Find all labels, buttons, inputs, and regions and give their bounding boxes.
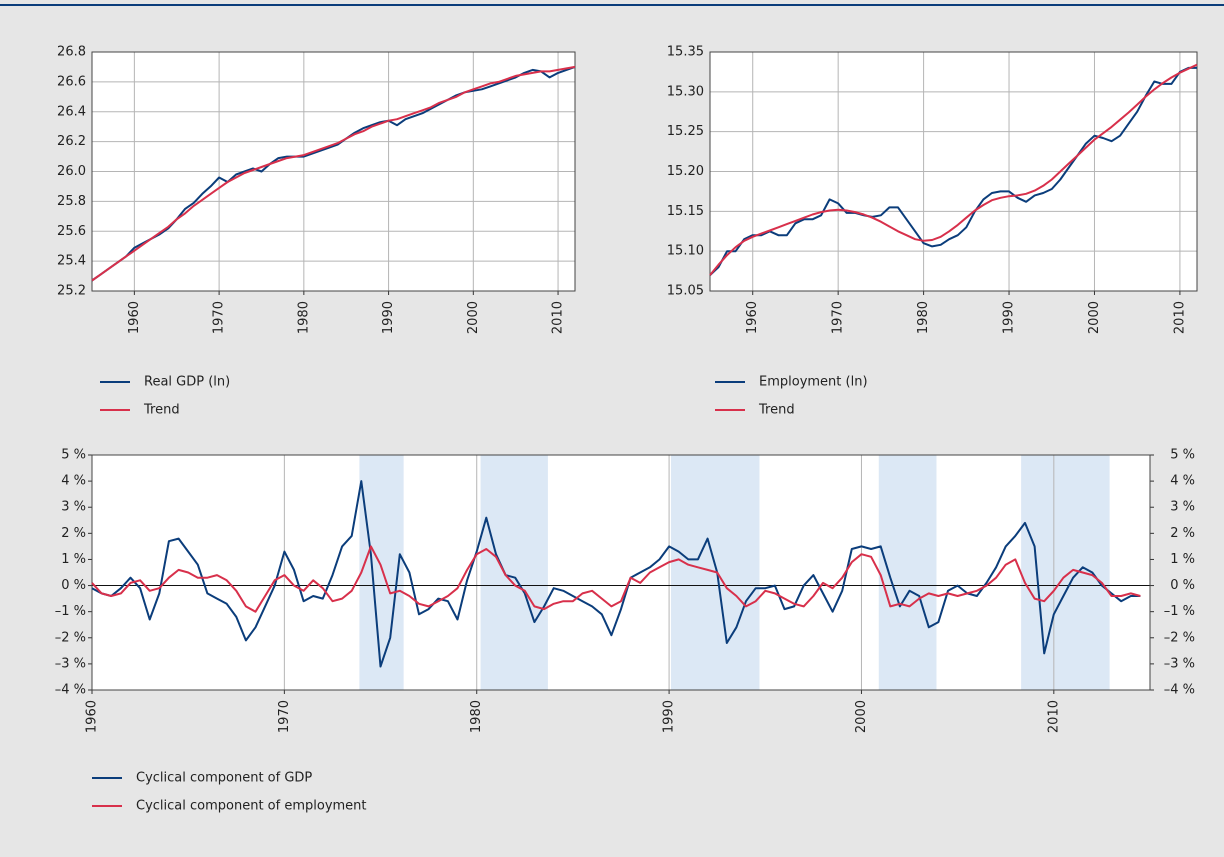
shaded-period [1021,455,1110,690]
y-tick-label: –1 % [55,604,86,619]
y-tick-label: –3 % [55,656,86,671]
x-tick-label: 2010 [551,301,566,334]
y-tick-label: 26.8 [57,45,86,60]
y-tick-label: 25.4 [57,254,86,269]
y-tick-label: 25.2 [57,284,86,299]
plot: 25.2 25.4 25.6 25.8 26.0 26.2 26.4 26.6 26.8 1960… [57,45,576,418]
plot: –4 % –3 % –2 % –1 % 0 % 1 % 2 % 3 % 4 % 5 % –4 % –3… [55,448,1195,814]
y2-tick-label: 4 % [1170,474,1195,489]
y-tick-label: 15.35 [667,45,704,60]
y2-tick-label: 2 % [1170,526,1195,541]
x-tick-label: 1990 [381,301,396,334]
shaded-period [480,455,548,690]
x-tick-label: 2000 [854,700,869,733]
x-tick-label: 1990 [662,700,677,733]
series-line [709,63,1198,276]
y2-tick-label: 1 % [1170,552,1195,567]
plot-frame [91,454,1151,691]
y-tick-label: 0 % [61,578,86,593]
x-tick-label: 1980 [916,301,931,334]
y-tick-label: 25.6 [57,224,86,239]
y2-tick-label: 3 % [1170,500,1195,515]
series-line [91,65,576,282]
series-line [709,66,1197,276]
y-tick-label: 15.25 [667,124,704,139]
y-tick-label: 5 % [61,448,86,463]
y2-tick-label: –1 % [1164,604,1195,619]
y-tick-label: 26.4 [57,104,86,119]
shaded-period [359,455,404,690]
legend-label: Real GDP (ln) [144,375,230,390]
x-tick-label: 1990 [1002,301,1017,334]
series-line [91,480,1141,668]
legend-label: Trend [143,403,180,418]
y2-tick-label: –3 % [1164,656,1195,671]
legend-label: Cyclical component of GDP [136,771,312,786]
plot-frame [709,51,1198,292]
y-tick-label: 4 % [61,474,86,489]
x-tick-label: 1980 [296,301,311,334]
x-tick-label: 1980 [469,700,484,733]
y2-tick-label: –4 % [1164,683,1195,698]
y-tick-label: 26.0 [57,164,86,179]
x-tick-label: 2010 [1046,700,1061,733]
y-tick-label: –4 % [55,683,86,698]
y2-tick-label: 0 % [1170,578,1195,593]
y-tick-label: 25.8 [57,194,86,209]
x-tick-label: 2010 [1172,301,1187,334]
y2-tick-label: –2 % [1164,630,1195,645]
y-tick-label: –2 % [55,630,86,645]
y-tick-label: 26.6 [57,74,86,89]
y-tick-label: 15.15 [667,204,704,219]
x-tick-label: 1960 [745,301,760,334]
y-tick-label: 15.20 [667,164,704,179]
legend-label: Cyclical component of employment [136,799,367,814]
x-tick-label: 2000 [466,301,481,334]
x-tick-label: 1960 [127,301,142,334]
x-tick-label: 1960 [85,700,100,733]
plot: 15.05 15.10 15.15 15.20 15.25 15.30 15.35 1960 1… [667,45,1198,418]
y-tick-label: 2 % [61,526,86,541]
x-tick-label: 2000 [1087,301,1102,334]
y-tick-label: 15.30 [667,84,704,99]
y-tick-label: 26.2 [57,134,86,149]
y-tick-label: 15.10 [667,244,704,259]
y-tick-label: 15.05 [667,284,704,299]
y-tick-label: 3 % [61,500,86,515]
x-tick-label: 1970 [831,301,846,334]
shaded-period [878,455,937,690]
x-tick-label: 1970 [277,700,292,733]
x-tick-label: 1970 [212,301,227,334]
legend-label: Trend [758,403,795,418]
plot-frame [91,51,576,292]
legend-label: Employment (ln) [759,375,868,390]
y2-tick-label: 5 % [1170,448,1195,463]
plot-area [92,455,1150,690]
series-line [91,545,1141,613]
y-tick-label: 1 % [61,552,86,567]
